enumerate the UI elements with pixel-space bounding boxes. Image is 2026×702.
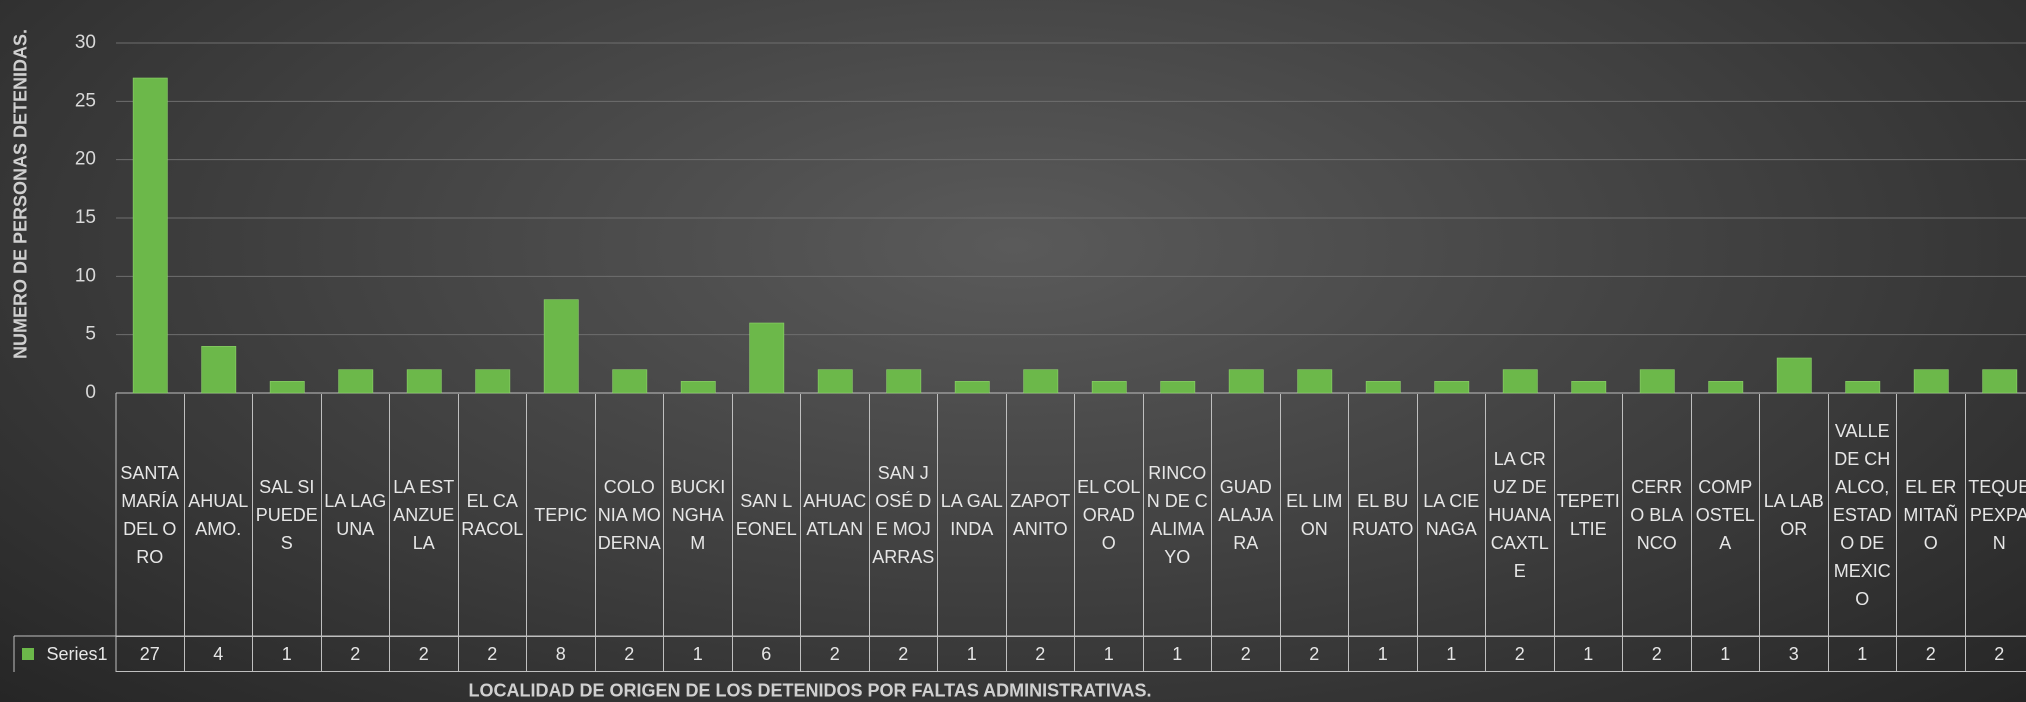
bar <box>475 369 511 394</box>
table-value: 1 <box>1691 636 1760 672</box>
category-label: EL ERMITAÑO <box>1897 394 1966 637</box>
bar <box>338 369 374 394</box>
table-value: 2 <box>869 636 938 672</box>
y-axis-label: NUMERO DE PERSONAS DETENIDAS. <box>10 28 31 360</box>
table-value: 1 <box>938 636 1007 672</box>
category-label: RINCON DE CALIMAYO <box>1143 394 1212 637</box>
bar <box>1160 381 1196 394</box>
table-value: 1 <box>1143 636 1212 672</box>
category-label: COMPOSTELA <box>1691 394 1760 637</box>
y-tick-label: 20 <box>75 149 96 170</box>
legend-key <box>22 648 34 660</box>
category-label: AHUALAMO. <box>184 394 253 637</box>
table-value: 2 <box>458 636 527 672</box>
category-label: LA LABOR <box>1760 394 1829 637</box>
category-label: SAL SI PUEDES <box>253 394 322 637</box>
table-value: 2 <box>321 636 390 672</box>
bar <box>543 299 579 394</box>
category-label: AHUACATLAN <box>801 394 870 637</box>
category-label: EL BURUATO <box>1349 394 1418 637</box>
category-label: TEPETILTIE <box>1554 394 1623 637</box>
bar <box>1434 381 1470 394</box>
bar <box>612 369 648 394</box>
table-value: 1 <box>253 636 322 672</box>
category-label: VALLE DE CHALCO, ESTADO DE MEXICO <box>1828 394 1897 637</box>
table-value: 1 <box>1075 636 1144 672</box>
bar <box>1571 381 1607 394</box>
table-value: 2 <box>1212 636 1281 672</box>
category-label: GUADALAJARA <box>1212 394 1281 637</box>
table-value: 2 <box>1486 636 1555 672</box>
legend-label: Series1 <box>46 644 108 664</box>
bar <box>1091 381 1127 394</box>
bar <box>1776 357 1812 394</box>
table-value: 1 <box>1349 636 1418 672</box>
bar <box>201 346 237 394</box>
bar <box>1023 369 1059 394</box>
table-value: 4 <box>184 636 253 672</box>
bar <box>1365 381 1401 394</box>
category-label: LA LAGUNA <box>321 394 390 637</box>
category-label: SAN LEONEL <box>732 394 801 637</box>
bar <box>1982 369 2018 394</box>
table-value: 2 <box>1897 636 1966 672</box>
x-axis-label: LOCALIDAD DE ORIGEN DE LOS DETENIDOS POR… <box>468 680 1152 701</box>
table-value: 6 <box>732 636 801 672</box>
category-label: LA CRUZ DE HUANACAXTLE <box>1486 394 1555 637</box>
bar <box>749 322 785 394</box>
bar <box>886 369 922 394</box>
y-tick-label: 15 <box>75 207 96 228</box>
y-tick-label: 5 <box>85 324 96 345</box>
bar <box>1297 369 1333 394</box>
category-label: COLONIA MODERNA <box>595 394 664 637</box>
category-label: SAN JOSÉ DE MOJARRAS <box>869 394 938 637</box>
bar <box>1708 381 1744 394</box>
category-label: LA ESTANZUELA <box>390 394 459 637</box>
table-value: 3 <box>1760 636 1829 672</box>
table-value: 2 <box>1623 636 1692 672</box>
category-label: TEQUEPEXPAN <box>1965 394 2026 637</box>
table-value: 2 <box>1006 636 1075 672</box>
bar <box>1228 369 1264 394</box>
table-value: 27 <box>116 636 185 672</box>
category-label: EL COLORADO <box>1075 394 1144 637</box>
table-value: 2 <box>801 636 870 672</box>
y-tick-label: 25 <box>75 90 96 111</box>
category-label: EL LIMON <box>1280 394 1349 637</box>
bar <box>269 381 305 394</box>
category-label: LA GALINDA <box>938 394 1007 637</box>
bar <box>1913 369 1949 394</box>
table-value: 1 <box>664 636 733 672</box>
bar <box>406 369 442 394</box>
category-label: SANTA MARÍA DEL ORO <box>116 394 185 637</box>
bar <box>817 369 853 394</box>
bar <box>680 381 716 394</box>
y-tick-label: 30 <box>75 32 96 53</box>
category-label: LA CIENAGA <box>1417 394 1486 637</box>
table-value: 1 <box>1828 636 1897 672</box>
table-value: 2 <box>390 636 459 672</box>
table-value: 2 <box>1280 636 1349 672</box>
bar <box>1639 369 1675 394</box>
bar <box>1845 381 1881 394</box>
bar <box>132 77 168 394</box>
y-tick-label: 10 <box>75 265 96 286</box>
table-value: 1 <box>1554 636 1623 672</box>
category-label: ZAPOTANITO <box>1006 394 1075 637</box>
y-tick-label: 0 <box>85 382 96 403</box>
bar <box>1502 369 1538 394</box>
table-value: 2 <box>1965 636 2026 672</box>
bar <box>954 381 990 394</box>
table-value: 8 <box>527 636 596 672</box>
category-label: EL CARACOL <box>458 394 527 637</box>
table-value: 1 <box>1417 636 1486 672</box>
category-label: CERRO BLANCO <box>1623 394 1692 637</box>
category-label: BUCKINGHAM <box>664 394 733 637</box>
category-label: TEPIC <box>527 394 596 637</box>
table-value: 2 <box>595 636 664 672</box>
